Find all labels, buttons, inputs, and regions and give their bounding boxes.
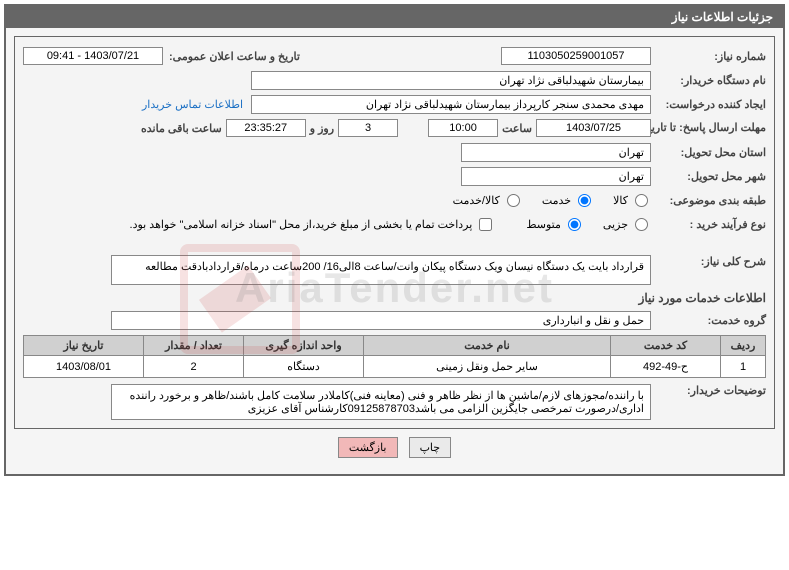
service-label: خدمت — [542, 194, 571, 207]
buyer-org-field: بیمارستان شهیدلباقی نژاد تهران — [251, 71, 651, 90]
details-box: شماره نیاز: 1103050259001057 تاریخ و ساع… — [14, 36, 775, 429]
goods-label: کالا — [613, 194, 628, 207]
need-desc-field: قرارداد بایت یک دستگاه نیسان ویک دستگاه … — [111, 255, 651, 285]
buyer-contact-link[interactable]: اطلاعات تماس خریدار — [142, 98, 243, 111]
th-date: تاریخ نیاز — [24, 336, 144, 356]
remaining-label: ساعت باقی مانده — [141, 122, 222, 135]
deadline-hour-field: 10:00 — [428, 119, 498, 137]
goods-service-label: کالا/خدمت — [453, 194, 500, 207]
service-group-label: گروه خدمت: — [651, 314, 766, 327]
th-qty: تعداد / مقدار — [144, 336, 244, 356]
service-info-heading: اطلاعات خدمات مورد نیاز — [23, 291, 766, 305]
services-table: ردیف کد خدمت نام خدمت واحد اندازه گیری ت… — [23, 335, 766, 378]
city-label: شهر محل تحویل: — [651, 170, 766, 183]
deadline-date-field: 1403/07/25 — [536, 119, 651, 137]
payment-checkbox[interactable] — [479, 218, 492, 231]
service-group-field: حمل و نقل و انبارداری — [111, 311, 651, 330]
medium-label: متوسط — [526, 218, 561, 231]
print-button[interactable]: چاپ — [409, 437, 452, 458]
th-code: کد خدمت — [611, 336, 721, 356]
cell-code: ح-49-492 — [611, 356, 721, 378]
panel-title: جزئیات اطلاعات نیاز — [6, 6, 783, 28]
buyer-org-label: نام دستگاه خریدار: — [651, 74, 766, 87]
service-radio[interactable] — [578, 194, 591, 207]
partial-label: جزیی — [603, 218, 628, 231]
payment-note: پرداخت تمام یا بخشی از مبلغ خرید،از محل … — [130, 218, 473, 231]
purchase-type-label: نوع فرآیند خرید : — [651, 218, 766, 231]
days-and-label: روز و — [310, 122, 334, 135]
partial-radio[interactable] — [635, 218, 648, 231]
requester-field: مهدی محمدی سنجر کارپرداز بیمارستان شهیدل… — [251, 95, 651, 114]
need-desc-label: شرح کلی نیاز: — [651, 255, 766, 268]
category-label: طبقه بندی موضوعی: — [651, 194, 766, 207]
buyer-notes-field: با راننده/مجوزهای لازم/ماشین ها از نظر ظ… — [111, 384, 651, 420]
province-label: استان محل تحویل: — [651, 146, 766, 159]
goods-radio[interactable] — [635, 194, 648, 207]
th-name: نام خدمت — [364, 336, 611, 356]
main-panel: جزئیات اطلاعات نیاز شماره نیاز: 11030502… — [4, 4, 785, 476]
table-row: 1 ح-49-492 سایر حمل ونقل زمینی دستگاه 2 … — [24, 356, 766, 378]
province-field: تهران — [461, 143, 651, 162]
goods-service-radio[interactable] — [507, 194, 520, 207]
buyer-notes-label: توضیحات خریدار: — [651, 384, 766, 397]
cell-qty: 2 — [144, 356, 244, 378]
cell-date: 1403/08/01 — [24, 356, 144, 378]
cell-row: 1 — [721, 356, 766, 378]
medium-radio[interactable] — [568, 218, 581, 231]
need-number-field: 1103050259001057 — [501, 47, 651, 65]
announce-date-field: 1403/07/21 - 09:41 — [23, 47, 163, 65]
back-button[interactable]: بازگشت — [338, 437, 398, 458]
announce-date-label: تاریخ و ساعت اعلان عمومی: — [169, 50, 300, 63]
th-unit: واحد اندازه گیری — [244, 336, 364, 356]
countdown-field: 23:35:27 — [226, 119, 306, 137]
city-field: تهران — [461, 167, 651, 186]
need-number-label: شماره نیاز: — [651, 50, 766, 63]
deadline-label: مهلت ارسال پاسخ: تا تاریخ: — [651, 122, 766, 134]
cell-unit: دستگاه — [244, 356, 364, 378]
days-field: 3 — [338, 119, 398, 137]
hour-label: ساعت — [502, 122, 532, 135]
th-row: ردیف — [721, 336, 766, 356]
requester-label: ایجاد کننده درخواست: — [651, 98, 766, 111]
cell-name: سایر حمل ونقل زمینی — [364, 356, 611, 378]
